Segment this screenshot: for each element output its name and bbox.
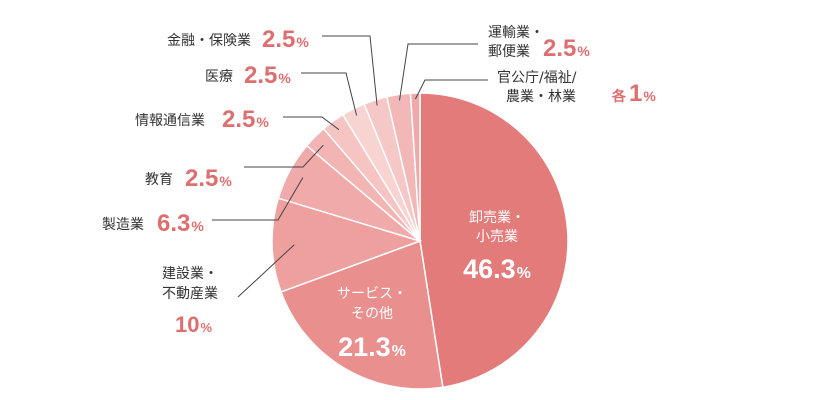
slice-label-2-line1: 建設業・ [162,266,218,282]
slice-value-3: 6.3% [157,210,204,237]
pie-slice-9 [409,92,421,242]
slice-value-5: 2.5% [222,106,269,133]
slice-label-0-line1: 卸売業・ [469,210,525,226]
leader-line-2 [237,244,295,298]
slice-label-7: 金融・保険業 [167,33,251,49]
pie-slices [271,92,569,390]
slice-label-9-line1: 官公庁/福祉/ [497,70,577,86]
leader-line-8 [399,43,478,101]
slice-value-9: 各 1% [611,80,656,107]
slice-label-8-line1: 運輸業・ [488,25,544,41]
slice-value-0: 46.3% [463,254,531,284]
pie-slice-0 [419,92,569,389]
leader-line-6 [301,72,358,116]
leader-line-4 [244,144,324,168]
slice-label-8-line2: 郵便業 [488,44,530,60]
slice-value-8: 2.5% [543,35,590,62]
slice-label-3: 製造業 [102,217,144,233]
slice-value-2: 10% [175,312,212,337]
slice-label-5: 情報通信業 [135,113,205,129]
slice-label-4: 教育 [145,172,173,188]
leader-line-3 [212,177,304,221]
slice-label-2-line2: 不動産業 [162,286,218,302]
leader-line-5 [283,116,340,131]
pie-slice-1 [280,239,444,390]
leader-line-7 [322,35,378,106]
slice-label-6: 医療 [205,68,233,85]
pie-slice-2 [271,197,423,293]
slice-label-1-line1: サービス・ [337,286,407,302]
leader-line-9 [414,79,488,100]
slice-label-0-line2: 小売業 [476,229,518,245]
slice-labels: 卸売業・小売業 46.3% サービス・その他 21.3% 建設業・不動産業 10% 製造業 6… [102,25,656,362]
slice-value-1: 21.3% [338,332,406,362]
slice-value-7: 2.5% [262,26,309,53]
slice-label-9-line2: 農業・林業 [506,89,576,105]
leader-lines [212,35,488,298]
slice-label-1-line2: その他 [351,306,393,322]
slice-value-6: 2.5% [244,62,291,89]
slice-value-4: 2.5% [185,165,232,192]
